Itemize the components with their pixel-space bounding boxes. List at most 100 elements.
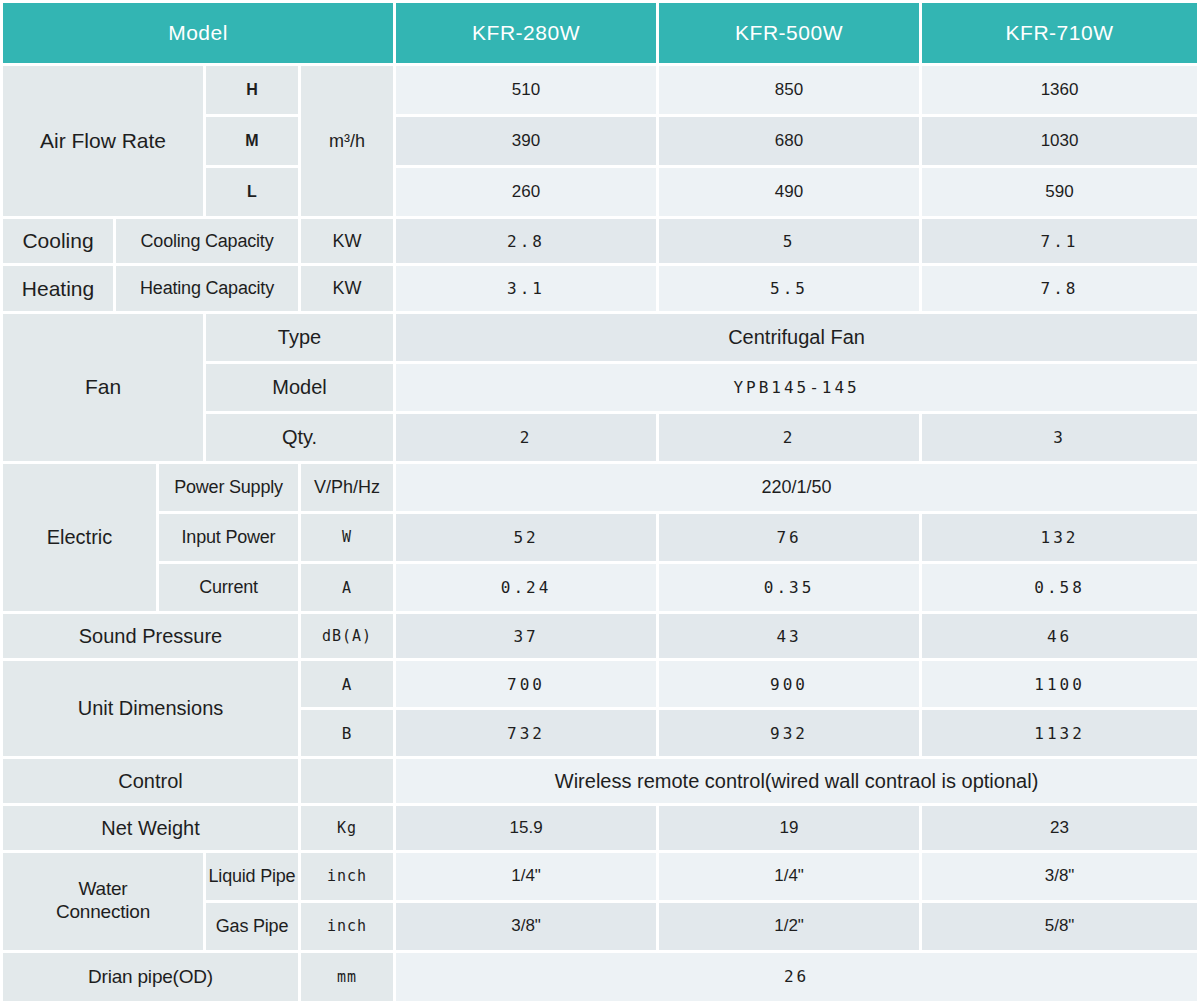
current-label: Current — [159, 564, 298, 611]
air-flow-level-m-label: M — [206, 117, 298, 165]
table-row-heating: Heating Heating Capacity KW 3.1 5.5 7.8 — [3, 266, 1197, 310]
cooling-unit-label: KW — [301, 219, 393, 263]
heating-unit-label: KW — [301, 266, 393, 310]
power-supply-unit-label: V/Ph/Hz — [301, 464, 393, 511]
value-cell: 46 — [922, 614, 1197, 658]
control-value: Wireless remote control(wired wall contr… — [396, 759, 1197, 803]
drain-pipe-unit-label: mm — [301, 953, 393, 1001]
water-connection-label: Water Connection — [3, 853, 203, 950]
value-cell: 19 — [659, 806, 919, 849]
value-cell: 37 — [396, 614, 656, 658]
table-row-input-power: Input Power W 52 76 132 — [3, 514, 1197, 561]
table-row-fan-type: Fan Type Centrifugal Fan — [3, 314, 1197, 361]
input-power-unit-label: W — [301, 514, 393, 561]
table-row-cooling: Cooling Cooling Capacity KW 2.8 5 7.1 — [3, 219, 1197, 263]
liquid-pipe-label: Liquid Pipe — [206, 853, 298, 900]
value-cell: 43 — [659, 614, 919, 658]
dimension-b-label: B — [301, 710, 393, 756]
value-cell: 5.5 — [659, 266, 919, 310]
control-label: Control — [3, 759, 298, 803]
heating-capacity-label: Heating Capacity — [116, 266, 298, 310]
cooling-capacity-label: Cooling Capacity — [116, 219, 298, 263]
table-row-control: Control Wireless remote control(wired wa… — [3, 759, 1197, 803]
table-row-airflow-h: Air Flow Rate H m³/h 510 850 1360 — [3, 66, 1197, 114]
value-cell: 1/2" — [659, 903, 919, 950]
cooling-label: Cooling — [3, 219, 113, 263]
dimension-a-label: A — [301, 661, 393, 707]
value-cell: 2 — [396, 414, 656, 461]
net-weight-unit-label: Kg — [301, 806, 393, 849]
air-flow-level-h-label: H — [206, 66, 298, 114]
air-flow-unit-label: m³/h — [301, 66, 393, 216]
table-row-net-weight: Net Weight Kg 15.9 19 23 — [3, 806, 1197, 849]
value-cell: 3.1 — [396, 266, 656, 310]
model-header-cell: Model — [3, 3, 393, 63]
fan-type-label: Type — [206, 314, 393, 361]
drain-pipe-label: Drian pipe(OD) — [3, 953, 298, 1001]
value-cell: 590 — [922, 168, 1197, 216]
value-cell: 490 — [659, 168, 919, 216]
value-cell: 732 — [396, 710, 656, 756]
spec-sheet: { "header": { "model_label": "Model", "m… — [0, 0, 1200, 1004]
power-supply-label: Power Supply — [159, 464, 298, 511]
value-cell: 700 — [396, 661, 656, 707]
value-cell: 132 — [922, 514, 1197, 561]
value-cell: 0.58 — [922, 564, 1197, 611]
value-cell: 680 — [659, 117, 919, 165]
value-cell: 5/8" — [922, 903, 1197, 950]
value-cell: 2 — [659, 414, 919, 461]
table-row-drain-pipe: Drian pipe(OD) mm 26 — [3, 953, 1197, 1001]
value-cell: 15.9 — [396, 806, 656, 849]
value-cell: 510 — [396, 66, 656, 114]
value-cell: 23 — [922, 806, 1197, 849]
value-cell: 850 — [659, 66, 919, 114]
fan-qty-label: Qty. — [206, 414, 393, 461]
table-row-current: Current A 0.24 0.35 0.58 — [3, 564, 1197, 611]
fan-model-label: Model — [206, 364, 393, 411]
current-unit-label: A — [301, 564, 393, 611]
value-cell: 5 — [659, 219, 919, 263]
sound-pressure-label: Sound Pressure — [3, 614, 298, 658]
value-cell: 76 — [659, 514, 919, 561]
heating-label: Heating — [3, 266, 113, 310]
column-header-kfr-500w: KFR-500W — [659, 3, 919, 63]
table-row-sound-pressure: Sound Pressure dB(A) 37 43 46 — [3, 614, 1197, 658]
value-cell: 1360 — [922, 66, 1197, 114]
unit-dimensions-label: Unit Dimensions — [3, 661, 298, 756]
value-cell: 1030 — [922, 117, 1197, 165]
air-flow-rate-label: Air Flow Rate — [3, 66, 203, 216]
value-cell: 3/8" — [396, 903, 656, 950]
table-row-liquid-pipe: Water Connection Liquid Pipe inch 1/4" 1… — [3, 853, 1197, 900]
value-cell: 1/4" — [396, 853, 656, 900]
fan-label: Fan — [3, 314, 203, 461]
value-cell: 3 — [922, 414, 1197, 461]
table-header-row: Model KFR-280W KFR-500W KFR-710W — [3, 3, 1197, 63]
gas-pipe-unit-label: inch — [301, 903, 393, 950]
electric-label: Electric — [3, 464, 156, 611]
spec-table: Model KFR-280W KFR-500W KFR-710W Air Flo… — [0, 0, 1200, 1004]
sound-pressure-unit-label: dB(A) — [301, 614, 393, 658]
control-unit-cell-empty — [301, 759, 393, 803]
value-cell: 932 — [659, 710, 919, 756]
fan-type-value: Centrifugal Fan — [396, 314, 1197, 361]
value-cell: 1/4" — [659, 853, 919, 900]
value-cell: 0.35 — [659, 564, 919, 611]
value-cell: 1100 — [922, 661, 1197, 707]
fan-model-value: YPB145-145 — [396, 364, 1197, 411]
table-row-dimension-a: Unit Dimensions A 700 900 1100 — [3, 661, 1197, 707]
value-cell: 7.8 — [922, 266, 1197, 310]
value-cell: 7.1 — [922, 219, 1197, 263]
drain-pipe-value: 26 — [396, 953, 1197, 1001]
air-flow-level-l-label: L — [206, 168, 298, 216]
power-supply-value: 220/1/50 — [396, 464, 1197, 511]
value-cell: 390 — [396, 117, 656, 165]
column-header-kfr-280w: KFR-280W — [396, 3, 656, 63]
gas-pipe-label: Gas Pipe — [206, 903, 298, 950]
column-header-kfr-710w: KFR-710W — [922, 3, 1197, 63]
net-weight-label: Net Weight — [3, 806, 298, 849]
value-cell: 3/8" — [922, 853, 1197, 900]
value-cell: 900 — [659, 661, 919, 707]
liquid-pipe-unit-label: inch — [301, 853, 393, 900]
value-cell: 52 — [396, 514, 656, 561]
value-cell: 2.8 — [396, 219, 656, 263]
